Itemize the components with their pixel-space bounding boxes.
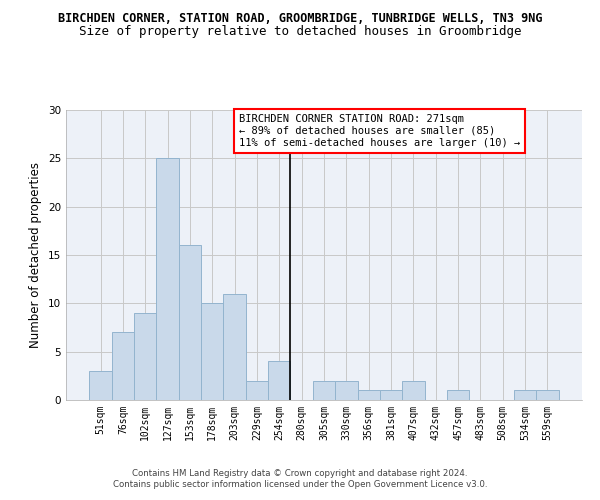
Bar (179, 246, 201, 400)
Bar (380, 390, 402, 400)
Bar (157, 158, 179, 400)
Bar (335, 380, 358, 400)
Bar (358, 390, 380, 400)
Text: Contains public sector information licensed under the Open Government Licence v3: Contains public sector information licen… (113, 480, 487, 489)
Y-axis label: Number of detached properties: Number of detached properties (29, 162, 43, 348)
Text: BIRCHDEN CORNER, STATION ROAD, GROOMBRIDGE, TUNBRIDGE WELLS, TN3 9NG: BIRCHDEN CORNER, STATION ROAD, GROOMBRID… (58, 12, 542, 26)
Bar (201, 304, 223, 400)
Bar (268, 362, 290, 400)
Text: Contains HM Land Registry data © Crown copyright and database right 2024.: Contains HM Land Registry data © Crown c… (132, 468, 468, 477)
Bar (313, 380, 335, 400)
Bar (223, 294, 246, 400)
Bar (402, 380, 425, 400)
Bar (536, 390, 559, 400)
Bar (447, 390, 469, 400)
Text: Size of property relative to detached houses in Groombridge: Size of property relative to detached ho… (79, 25, 521, 38)
Bar (134, 313, 157, 400)
Bar (514, 390, 536, 400)
Bar (246, 380, 268, 400)
Bar (89, 371, 112, 400)
Bar (112, 332, 134, 400)
Text: BIRCHDEN CORNER STATION ROAD: 271sqm
← 89% of detached houses are smaller (85)
1: BIRCHDEN CORNER STATION ROAD: 271sqm ← 8… (239, 114, 520, 148)
